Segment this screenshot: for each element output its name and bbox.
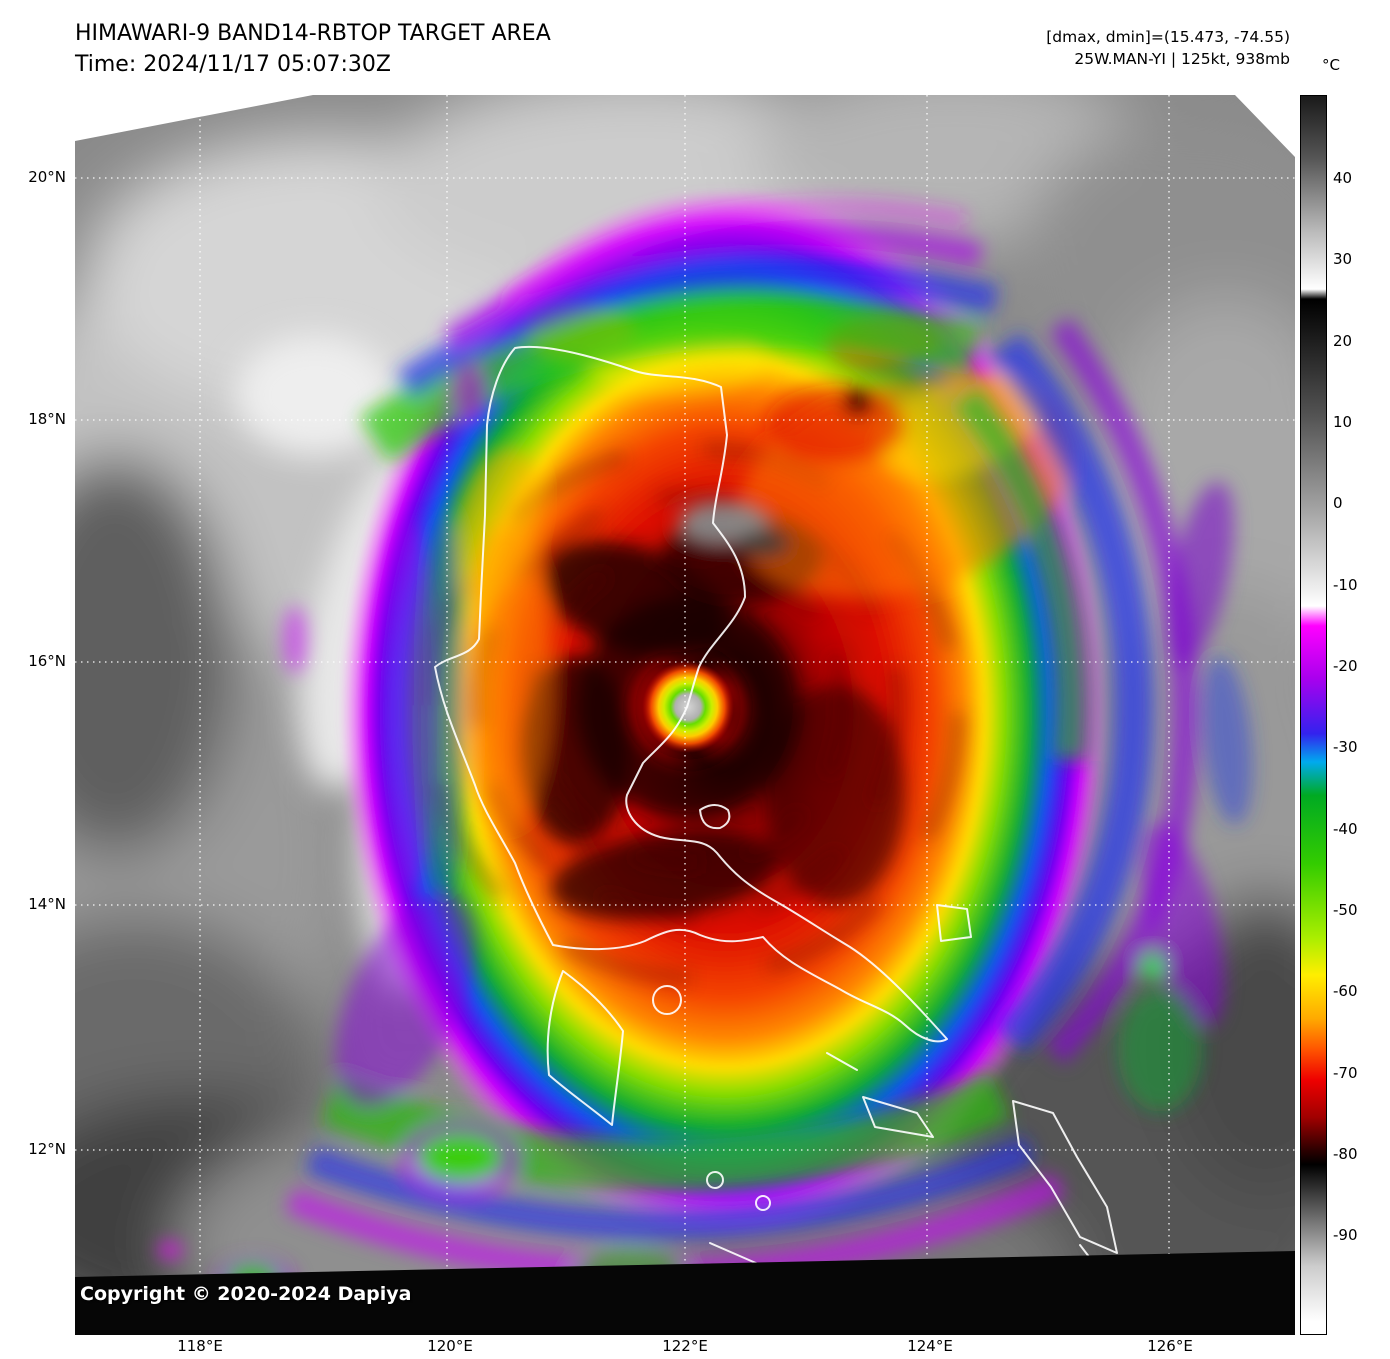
coastline-catanduanes — [936, 904, 972, 942]
coastline-mindoro — [546, 970, 624, 1126]
lat-tick-label: 14°N — [28, 895, 66, 913]
range-info: [dmax, dmin]=(15.473, -74.55) — [1046, 28, 1290, 46]
satellite-image — [75, 95, 1295, 1335]
lon-tick-label: 124°E — [907, 1337, 953, 1355]
lon-tick-label: 118°E — [177, 1337, 223, 1355]
coastline-islet — [706, 1171, 724, 1189]
gridlines — [75, 95, 1295, 1335]
lat-tick-label: 12°N — [28, 1140, 66, 1158]
coastline-marinduque — [652, 985, 682, 1015]
lon-tick-label: 126°E — [1147, 1337, 1193, 1355]
coastline-polillo — [699, 804, 731, 830]
coastline-islet — [755, 1195, 771, 1211]
colorbar-tick: 10 — [1333, 413, 1353, 431]
lon-tick-label: 122°E — [662, 1337, 708, 1355]
lat-tick-label: 20°N — [28, 168, 66, 186]
coastlines — [434, 345, 1118, 1276]
scan-edge-topright — [1235, 95, 1295, 157]
page-title: HIMAWARI-9 BAND14-RBTOP TARGET AREA — [75, 21, 551, 46]
storm-detail — [158, 199, 1253, 1332]
coastline-samar — [1012, 1100, 1118, 1254]
colorbar-tick: 20 — [1333, 332, 1353, 350]
colorbar-tick: 40 — [1333, 169, 1353, 187]
header-right: [dmax, dmin]=(15.473, -74.55) 25W.MAN-YI… — [890, 26, 1290, 70]
lat-tick-label: 18°N — [28, 410, 66, 428]
coastline-luzon — [434, 345, 948, 1043]
colorbar-tick: -90 — [1333, 1226, 1358, 1244]
coastline-masbate — [862, 1096, 934, 1138]
colorbar-tick: -40 — [1333, 820, 1358, 838]
scan-edge-bottom — [75, 1251, 1295, 1335]
colorbar-unit-label: °C — [1322, 56, 1340, 74]
header-left: HIMAWARI-9 BAND14-RBTOP TARGET AREA Time… — [75, 18, 551, 80]
colorbar-tick: 0 — [1333, 494, 1343, 512]
colorbar-tick: -20 — [1333, 657, 1358, 675]
colorbar-tick: -70 — [1333, 1064, 1358, 1082]
temperature-colorbar — [1300, 95, 1327, 1335]
storm-info: 25W.MAN-YI | 125kt, 938mb — [1074, 50, 1290, 68]
colorbar-tick: -60 — [1333, 982, 1358, 1000]
colorbar-tick: 30 — [1333, 250, 1353, 268]
colorbar-tick: -10 — [1333, 576, 1358, 594]
lon-tick-label: 120°E — [427, 1337, 473, 1355]
colorbar-tick: -80 — [1333, 1145, 1358, 1163]
colorbar-tick: -50 — [1333, 901, 1358, 919]
timestamp: Time: 2024/11/17 05:07:30Z — [75, 52, 391, 77]
scan-edge-topleft — [75, 95, 313, 141]
lat-tick-label: 16°N — [28, 652, 66, 670]
coastline-burias — [826, 1052, 858, 1071]
colorbar-tick: -30 — [1333, 738, 1358, 756]
copyright-text: Copyright © 2020-2024 Dapiya — [80, 1283, 412, 1305]
map-area: Copyright © 2020-2024 Dapiya — [75, 95, 1295, 1335]
